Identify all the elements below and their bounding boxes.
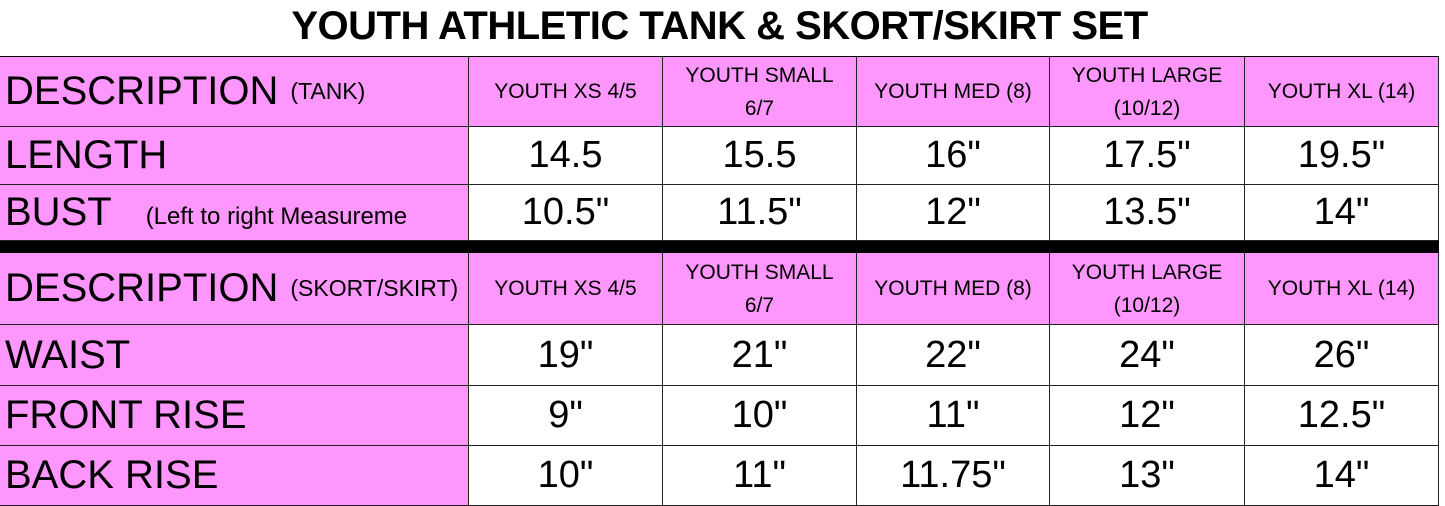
value-cell: 13.5" — [1050, 185, 1245, 241]
size-header: YOUTH XS 4/5 — [469, 57, 663, 127]
value-cell: 16" — [857, 127, 1050, 185]
value-cell: 19.5" — [1245, 127, 1439, 185]
size-header: YOUTH MED (8) — [857, 57, 1050, 127]
row-label: BUST — [5, 190, 112, 234]
size-header: YOUTH LARGE (10/12) — [1050, 253, 1245, 325]
size-header: YOUTH XL (14) — [1245, 57, 1439, 127]
value-cell: 10" — [663, 386, 857, 446]
value-cell: 14" — [1245, 446, 1439, 506]
header-label: DESCRIPTION — [5, 266, 279, 310]
row-label: WAIST — [5, 332, 131, 377]
value-cell: 10.5" — [469, 185, 663, 241]
value-cell: 10" — [469, 446, 663, 506]
header-label-cell: DESCRIPTION (SKORT/SKIRT) — [0, 253, 469, 325]
header-label: DESCRIPTION — [5, 69, 279, 113]
value-cell: 21" — [663, 325, 857, 386]
size-header: YOUTH MED (8) — [857, 253, 1050, 325]
value-cell: 11" — [857, 386, 1050, 446]
row-label-cell: LENGTH — [0, 127, 469, 185]
size-header: YOUTH XL (14) — [1245, 253, 1439, 325]
value-cell: 24" — [1050, 325, 1245, 386]
row-label-cell: FRONT RISE — [0, 386, 469, 446]
section-divider — [0, 241, 1439, 253]
value-cell: 15.5 — [663, 127, 857, 185]
value-cell: 14.5 — [469, 127, 663, 185]
row-label-cell: BACK RISE — [0, 446, 469, 506]
value-cell: 12" — [857, 185, 1050, 241]
header-label-cell: DESCRIPTION (TANK) — [0, 57, 469, 127]
value-cell: 12" — [1050, 386, 1245, 446]
value-cell: 9" — [469, 386, 663, 446]
size-header: YOUTH XS 4/5 — [469, 253, 663, 325]
row-label: FRONT RISE — [5, 393, 247, 437]
row-note: (Left to right Measureme — [145, 202, 408, 230]
value-cell: 11.75" — [857, 446, 1050, 506]
row-label: BACK RISE — [5, 453, 219, 497]
size-header: YOUTH LARGE (10/12) — [1050, 57, 1245, 127]
header-note: (TANK) — [290, 78, 366, 104]
header-note: (SKORT/SKIRT) — [290, 275, 459, 301]
row-label-cell: BUST (Left to right Measureme — [0, 185, 469, 241]
top-border — [0, 56, 1439, 57]
value-cell: 17.5" — [1050, 127, 1245, 185]
value-cell: 22" — [857, 325, 1050, 386]
value-cell: 26" — [1245, 325, 1439, 386]
title: YOUTH ATHLETIC TANK & SKORT/SKIRT SET — [291, 4, 1148, 48]
value-cell: 14" — [1245, 185, 1439, 241]
size-header: YOUTH SMALL 6/7 — [663, 57, 857, 127]
value-cell: 12.5" — [1245, 386, 1439, 446]
value-cell: 11.5" — [663, 185, 857, 241]
value-cell: 19" — [469, 325, 663, 386]
value-cell: 11" — [663, 446, 857, 506]
value-cell: 13" — [1050, 446, 1245, 506]
row-label-cell: WAIST — [0, 325, 469, 386]
row-label: LENGTH — [5, 133, 168, 177]
size-header: YOUTH SMALL 6/7 — [663, 253, 857, 325]
